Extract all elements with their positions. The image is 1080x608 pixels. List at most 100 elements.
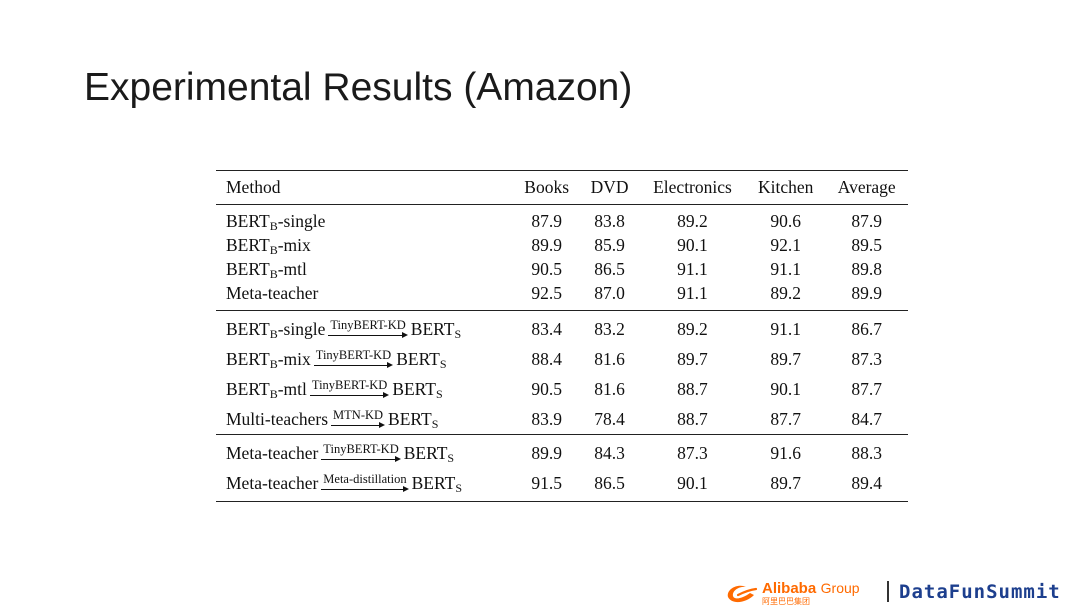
method-cell: BERTB-single	[216, 205, 513, 234]
score-dvd: 87.0	[594, 282, 625, 303]
method-name: BERT	[226, 348, 270, 369]
score-electronics: 91.1	[677, 258, 708, 279]
table-row: BERTB-mtl TinyBERT-KD BERTS 90.5 81.6 88.7 90.…	[216, 374, 908, 404]
score-dvd: 84.3	[580, 434, 639, 468]
score-electronics: 88.7	[677, 408, 708, 429]
method-subscript: B	[269, 326, 278, 341]
table-row: BERTB-mix 89.9 85.9 90.1 92.1 89.5	[216, 233, 908, 257]
distillation-arrow: MTN-KD	[331, 408, 386, 430]
method-subscript: B	[269, 218, 278, 233]
score-average: 88.3	[825, 434, 908, 468]
distillation-method-label: TinyBERT-KD	[311, 377, 388, 392]
distillation-arrow: TinyBERT-KD	[321, 442, 402, 464]
score-books: 90.5	[531, 258, 562, 279]
distillation-method-label: TinyBERT-KD	[315, 347, 392, 362]
header-kitchen: Kitchen	[745, 170, 826, 205]
score-books: 92.5	[531, 282, 562, 303]
score-electronics: 89.7	[677, 348, 708, 369]
score-average: 87.9	[851, 210, 883, 231]
alibaba-logo-icon	[727, 585, 758, 603]
score-kitchen: 89.2	[770, 282, 802, 303]
score-average: 86.7	[825, 310, 908, 344]
datafun-summit-logo: DataFunSummit	[899, 581, 1061, 603]
score-books: 90.5	[531, 378, 562, 399]
method-cell: Multi-teachers MTN-KD BERTS	[216, 404, 513, 435]
method-cell: Meta-teacher	[216, 281, 513, 311]
score-books: 83.9	[531, 408, 562, 429]
right-arrow-icon	[321, 485, 409, 494]
student-model-name: BERT	[411, 472, 456, 493]
method-name: BERT	[226, 318, 270, 339]
method-variant: -mix	[277, 234, 311, 255]
score-average: 87.7	[851, 378, 883, 399]
student-model-subscript: S	[447, 450, 455, 465]
table-row: Meta-teacher 92.5 87.0 91.1 89.2 89.9	[216, 281, 908, 311]
right-arrow-icon	[309, 391, 390, 400]
score-dvd: 86.5	[594, 258, 625, 279]
score-dvd: 85.9	[594, 234, 625, 255]
right-arrow-icon	[331, 421, 386, 430]
meta-teacher-distillation-group: Meta-teacher TinyBERT-KD BERTS 89.9 84.3 87.3…	[216, 434, 908, 502]
student-model-name: BERT	[403, 442, 448, 463]
table-row: Meta-teacher TinyBERT-KD BERTS 89.9 84.3 87.3…	[216, 434, 908, 468]
score-dvd: 78.4	[594, 408, 625, 429]
table-row: BERTB-single 87.9 83.8 89.2 90.6 87.9	[216, 205, 908, 234]
method-variant: -mix	[277, 348, 311, 369]
distillation-method-label: Meta-distillation	[323, 471, 407, 486]
score-average: 87.3	[851, 348, 883, 369]
table-header-row: Method Books DVD Electronics Kitchen Ave…	[216, 170, 908, 205]
student-model-name: BERT	[410, 318, 455, 339]
method-name: Meta-teacher	[226, 442, 319, 463]
results-table: Method Books DVD Electronics Kitchen Ave…	[216, 170, 908, 502]
student-model-name: BERT	[388, 408, 432, 429]
score-dvd: 83.8	[594, 210, 625, 231]
distillation-arrow: TinyBERT-KD	[328, 318, 409, 340]
score-electronics: 91.1	[677, 282, 708, 303]
score-kitchen: 91.1	[745, 310, 826, 344]
method-variant: -mtl	[277, 258, 307, 279]
alibaba-group-label: Group	[820, 579, 860, 596]
alibaba-name: Alibaba	[762, 579, 817, 597]
header-books: Books	[513, 170, 581, 205]
score-books: 83.4	[513, 310, 581, 344]
student-model-subscript: S	[454, 326, 462, 341]
method-name: Multi-teachers	[226, 408, 329, 429]
score-dvd: 81.6	[594, 348, 625, 369]
method-variant: -single	[277, 318, 326, 339]
header-electronics: Electronics	[638, 170, 746, 205]
teacher-models-group: BERTB-single 87.9 83.8 89.2 90.6 87.9 BERTB-mi…	[216, 205, 908, 311]
header-method: Method	[216, 170, 514, 205]
score-kitchen: 89.7	[770, 348, 802, 369]
score-kitchen: 92.1	[770, 234, 802, 255]
method-subscript: B	[269, 242, 278, 257]
method-cell: Meta-teacher Meta-distillation BERTS	[216, 468, 514, 502]
method-cell: BERTB-mtl TinyBERT-KD BERTS	[216, 374, 513, 404]
table-row: BERTB-single TinyBERT-KD BERTS 83.4 83.2 89.2…	[216, 310, 908, 344]
method-cell: Meta-teacher TinyBERT-KD BERTS	[216, 434, 514, 468]
student-model-subscript: S	[455, 480, 462, 495]
score-average: 89.5	[851, 234, 883, 255]
method-name: BERT	[226, 258, 270, 279]
method-cell: BERTB-single TinyBERT-KD BERTS	[216, 310, 514, 344]
method-variant: -single	[277, 210, 326, 231]
score-average: 89.8	[851, 258, 883, 279]
score-dvd: 83.2	[580, 310, 639, 344]
right-arrow-icon	[328, 331, 409, 340]
score-dvd: 81.6	[594, 378, 625, 399]
method-subscript: B	[269, 266, 278, 281]
method-name: Meta-teacher	[226, 472, 319, 493]
score-kitchen: 90.1	[770, 378, 802, 399]
student-model-name: BERT	[392, 378, 436, 399]
alibaba-group-logo: Alibaba Group 阿里巴巴集团	[724, 578, 860, 608]
method-subscript: B	[269, 356, 278, 371]
table-row: BERTB-mtl 90.5 86.5 91.1 91.1 89.8	[216, 257, 908, 281]
method-subscript: B	[269, 386, 278, 401]
table-row: BERTB-mix TinyBERT-KD BERTS 88.4 81.6 89.7 89.…	[216, 344, 908, 374]
score-books: 87.9	[531, 210, 562, 231]
score-kitchen: 87.7	[770, 408, 802, 429]
alibaba-chinese-name: 阿里巴巴集团	[762, 596, 810, 606]
score-kitchen: 91.1	[770, 258, 802, 279]
student-model-name: BERT	[396, 348, 440, 369]
score-kitchen: 91.6	[745, 434, 826, 468]
table-row: Meta-teacher Meta-distillation BERTS 91.5 86…	[216, 468, 908, 502]
